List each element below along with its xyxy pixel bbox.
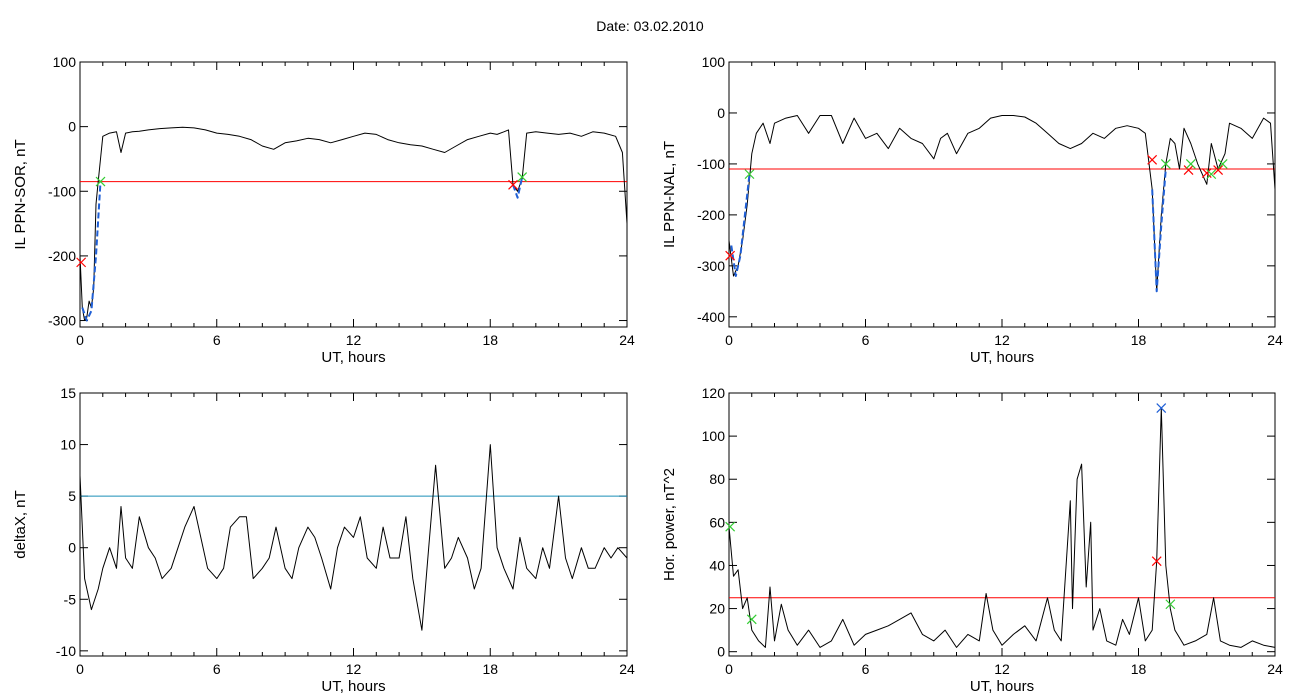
x-axis-label: UT, hours xyxy=(321,678,385,695)
y-tick-label: -300 xyxy=(697,258,725,274)
y-tick-label: 5 xyxy=(68,488,76,504)
event-marker xyxy=(517,172,528,182)
data-series-line xyxy=(729,407,1275,648)
event-marker xyxy=(746,614,757,625)
y-tick-label: 100 xyxy=(53,54,77,70)
x-tick-label: 6 xyxy=(862,661,870,677)
y-tick-label: 0 xyxy=(717,105,725,121)
event-marker xyxy=(1206,169,1217,180)
x-tick-label: 12 xyxy=(346,661,362,677)
x-tick-label: 12 xyxy=(994,661,1010,677)
y-axis-label: IL PPN-NAL, nT xyxy=(661,141,678,248)
y-tick-label: 40 xyxy=(709,557,725,573)
data-series-line xyxy=(80,444,627,631)
y-tick-label: -300 xyxy=(48,313,76,329)
event-segment-line xyxy=(512,176,524,199)
event-marker xyxy=(1217,158,1228,169)
event-segment-line xyxy=(81,181,102,322)
y-tick-label: 15 xyxy=(60,385,76,401)
series-group xyxy=(729,407,1275,648)
y-tick-label: 20 xyxy=(709,601,725,617)
y-axis-label: IL PPN-SOR, nT xyxy=(12,139,29,249)
y-tick-label: 10 xyxy=(60,437,76,453)
event-marker xyxy=(508,179,518,190)
data-series-line xyxy=(729,115,1275,292)
event-segment-line xyxy=(730,173,751,277)
event-marker xyxy=(1213,165,1224,175)
y-tick-label: 0 xyxy=(717,644,725,660)
event-marker xyxy=(725,521,736,532)
x-tick-label: 0 xyxy=(76,661,84,677)
y-tick-label: -5 xyxy=(64,591,77,607)
event-marker xyxy=(1183,165,1194,175)
x-tick-label: 24 xyxy=(1267,661,1283,677)
x-tick-label: 18 xyxy=(1131,661,1147,677)
x-tick-label: 18 xyxy=(1131,332,1147,348)
event-marker xyxy=(1147,154,1158,165)
y-tick-label: -200 xyxy=(697,207,725,223)
x-axis-label: UT, hours xyxy=(970,678,1034,695)
x-tick-label: 6 xyxy=(213,332,221,348)
event-marker xyxy=(744,169,755,180)
x-tick-label: 6 xyxy=(213,661,221,677)
y-axis-label: deltaX, nT xyxy=(12,490,29,558)
series-group xyxy=(80,444,627,631)
y-tick-label: -100 xyxy=(48,183,76,199)
chart-il-ppn-sor: 0 6 12 18 24 100 0 -100 -200 -300 UT, hours IL PPN-… xyxy=(12,54,635,366)
plot-frame xyxy=(79,61,628,328)
event-marker xyxy=(1156,403,1167,414)
y-tick-label: -400 xyxy=(697,309,725,325)
series-group xyxy=(80,126,627,322)
y-tick-label: 60 xyxy=(709,514,725,530)
y-tick-label: 0 xyxy=(68,540,76,556)
x-tick-label: 18 xyxy=(482,661,498,677)
y-tick-label: -10 xyxy=(56,643,76,659)
event-marker xyxy=(1185,158,1196,169)
chart-deltax: 0 6 12 18 24 15 10 5 0 -5 -10 UT, hours deltaX, nT xyxy=(12,385,635,695)
y-tick-label: 100 xyxy=(702,54,726,70)
x-tick-label: 24 xyxy=(619,332,635,348)
chart-il-ppn-nal: 0 6 12 18 24 100 0 -100 -200 -300 -400 UT, hours IL … xyxy=(661,54,1283,366)
event-marker xyxy=(1165,599,1176,610)
plot-frame xyxy=(728,61,1276,328)
x-tick-label: 0 xyxy=(725,661,733,677)
data-series-line xyxy=(80,126,627,321)
y-tick-label: -100 xyxy=(697,156,725,172)
x-tick-label: 24 xyxy=(619,661,635,677)
x-tick-label: 0 xyxy=(76,332,84,348)
event-marker xyxy=(76,257,87,268)
y-tick-label: -200 xyxy=(48,248,76,264)
y-tick-label: 100 xyxy=(702,428,726,444)
page-title: Date: 03.02.2010 xyxy=(596,18,704,34)
x-tick-label: 0 xyxy=(725,332,733,348)
y-tick-label: 120 xyxy=(702,385,726,401)
x-tick-label: 24 xyxy=(1267,332,1283,348)
y-axis-label: Hor. power, nT^2 xyxy=(661,468,678,581)
plot-frame xyxy=(79,392,628,657)
chart-hor-power: 0 6 12 18 24 120 100 80 60 40 20 0 UT, hours Hor. pow… xyxy=(661,385,1283,695)
y-tick-label: 80 xyxy=(709,471,725,487)
x-tick-label: 12 xyxy=(994,332,1010,348)
event-marker xyxy=(95,176,106,187)
x-tick-label: 12 xyxy=(346,332,362,348)
plot-frame xyxy=(728,392,1276,657)
x-tick-label: 18 xyxy=(482,332,498,348)
x-axis-label: UT, hours xyxy=(321,349,385,366)
event-segment-line xyxy=(1151,168,1167,293)
event-marker xyxy=(1151,556,1162,567)
x-tick-label: 6 xyxy=(862,332,870,348)
event-marker xyxy=(725,250,736,261)
y-tick-label: 0 xyxy=(68,119,76,135)
event-marker xyxy=(1160,158,1171,169)
x-axis-label: UT, hours xyxy=(970,349,1034,366)
series-group xyxy=(729,115,1275,293)
